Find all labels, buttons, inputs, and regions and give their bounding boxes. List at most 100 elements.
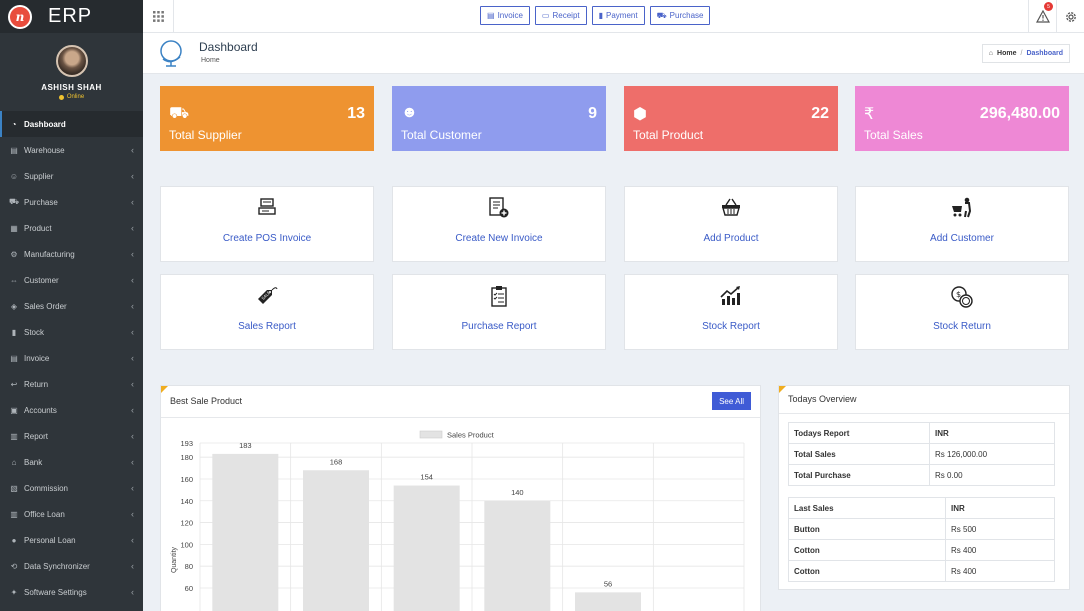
user-icon: ☺	[9, 171, 19, 181]
stat-label: Total Sales	[864, 128, 923, 142]
sidebar-item-return[interactable]: ↩ Return ‹	[0, 371, 143, 397]
table-row: Button Rs 500	[788, 518, 1055, 540]
stat-value: 296,480.00	[979, 105, 1060, 122]
sidebar-item-customer[interactable]: ⇔ Customer ‹	[0, 267, 143, 293]
stat-total-product[interactable]: ⬢ 22 Total Product	[624, 86, 838, 151]
todays-overview-title: Todays Overview	[788, 394, 857, 404]
sidebar-item-data-synchronizer[interactable]: ⟲ Data Synchronizer ‹	[0, 553, 143, 579]
sidebar-item-label: Customer	[24, 275, 59, 285]
y-tick-label: 100	[180, 540, 193, 549]
sidebar-item-warehouse[interactable]: ▤ Warehouse ‹	[0, 137, 143, 163]
payment-button[interactable]: ▮ Payment	[591, 6, 645, 25]
todays-report-table: Todays Report INR Total Sales Rs 126,000…	[788, 422, 1055, 486]
chevron-left-icon: ‹	[131, 535, 134, 545]
stat-total-supplier[interactable]: ⛟ 13 Total Supplier	[160, 86, 374, 151]
chevron-left-icon: ‹	[131, 379, 134, 389]
bar	[212, 453, 279, 611]
sidebar-item-report[interactable]: ▥ Report ‹	[0, 423, 143, 449]
status-dot-icon	[58, 94, 64, 100]
button-label: Purchase	[669, 11, 704, 20]
add-customer-card[interactable]: Add Customer	[855, 186, 1069, 262]
bank-icon: ⌂	[11, 457, 17, 467]
bar-data-label: 56	[604, 579, 612, 588]
users-icon: ☻	[401, 104, 418, 121]
sidebar-item-commission[interactable]: ▧ Commission ‹	[0, 475, 143, 501]
y-tick-label: 160	[180, 475, 193, 484]
page-subtitle: Home	[201, 57, 220, 64]
create-new-invoice-card[interactable]: Create New Invoice	[392, 186, 606, 262]
sidebar-item-manufacturing[interactable]: ⚙ Manufacturing ‹	[0, 241, 143, 267]
sidebar-item-personal-loan[interactable]: ● Personal Loan ‹	[0, 527, 143, 553]
purchase-button[interactable]: ⛟ Purchase	[649, 6, 711, 25]
sidebar-item-office-loan[interactable]: ▥ Office Loan ‹	[0, 501, 143, 527]
breadcrumb: ⌂ Home / Dashboard	[981, 44, 1070, 63]
sidebar-item-invoice[interactable]: ▤ Invoice ‹	[0, 345, 143, 371]
warehouse-icon: ▤	[10, 145, 18, 155]
sidebar-item-label: Manufacturing	[24, 249, 75, 259]
sidebar-item-supplier[interactable]: ☺ Supplier ‹	[0, 163, 143, 189]
stock-return-card[interactable]: $ Stock Return	[855, 274, 1069, 350]
sidebar-item-dashboard[interactable]: ◔ Dashboard	[0, 111, 143, 137]
table-header-cell: INR	[945, 497, 1055, 519]
svg-text:SALE: SALE	[260, 290, 271, 301]
user-status-label: Online	[66, 94, 85, 100]
sidebar-item-accounts[interactable]: ▣ Accounts ‹	[0, 397, 143, 423]
brand[interactable]: n ERP	[0, 0, 143, 33]
chevron-left-icon: ‹	[131, 457, 134, 467]
card-label: Add Customer	[930, 233, 994, 244]
see-all-button[interactable]: See All	[712, 392, 751, 410]
table-cell: Rs 400	[945, 560, 1055, 582]
box-icon: ⬢	[633, 106, 647, 123]
gear-icon	[1065, 11, 1076, 22]
sidebar-item-label: Report	[24, 431, 49, 441]
table-cell: Total Sales	[788, 443, 930, 465]
home-icon: ⌂	[988, 50, 994, 57]
bar-data-label: 140	[511, 488, 524, 497]
receipt-button[interactable]: ▭ Receipt	[534, 6, 587, 25]
sidebar-item-label: Supplier	[24, 171, 54, 181]
sidebar-item-label: Return	[24, 379, 49, 389]
settings-button[interactable]	[1056, 0, 1084, 33]
sidebar-item-purchase[interactable]: ⛟ Purchase ‹	[0, 189, 143, 215]
sidebar-item-label: Product	[24, 223, 52, 233]
stat-total-sales[interactable]: ₹296,480.00 Total Sales	[855, 86, 1069, 151]
table-cell: Cotton	[788, 560, 946, 582]
sidebar-item-stock[interactable]: ▮ Stock ‹	[0, 319, 143, 345]
product-icon: ▦	[10, 223, 18, 233]
legend-label: Sales Product	[447, 431, 495, 440]
invoice-icon: ▤	[10, 353, 18, 363]
stock-report-card[interactable]: Stock Report	[624, 274, 838, 350]
sidebar-item-bank[interactable]: ⌂ Bank ‹	[0, 449, 143, 475]
sidebar-item-label: Bank	[24, 457, 43, 467]
sidebar-item-sales-order[interactable]: ◈ Sales Order ‹	[0, 293, 143, 319]
apps-grid-button[interactable]	[143, 0, 174, 33]
sidebar-item-label: Accounts	[24, 405, 57, 415]
chevron-left-icon: ‹	[131, 509, 134, 519]
sales-report-card[interactable]: SALE Sales Report	[160, 274, 374, 350]
breadcrumb-home[interactable]: Home	[997, 50, 1017, 57]
table-cell: Rs 500	[945, 518, 1055, 540]
chevron-left-icon: ‹	[131, 171, 134, 181]
table-cell: Rs 0.00	[929, 464, 1055, 486]
card-label: Sales Report	[238, 321, 296, 332]
stat-value: 22	[811, 105, 829, 122]
return-icon: ↩	[10, 379, 18, 389]
avatar[interactable]	[55, 45, 88, 77]
sync-icon: ⟲	[10, 561, 18, 571]
invoice-button[interactable]: ▤ Invoice	[480, 6, 530, 25]
stat-label: Total Customer	[401, 128, 482, 142]
dashboard-icon: ◔	[11, 119, 17, 129]
table-row: Total Sales Rs 126,000.00	[788, 443, 1055, 465]
table-cell: Cotton	[788, 539, 946, 561]
sidebar-item-software-settings[interactable]: ✦ Software Settings ‹	[0, 579, 143, 605]
legend-swatch	[419, 430, 443, 439]
stat-total-customer[interactable]: ☻ 9 Total Customer	[392, 86, 606, 151]
create-pos-invoice-card[interactable]: Create POS Invoice	[160, 186, 374, 262]
chevron-left-icon: ‹	[131, 483, 134, 493]
pos-icon	[161, 197, 373, 221]
purchase-report-card[interactable]: Purchase Report	[392, 274, 606, 350]
bar-chart-icon: ▮	[11, 327, 17, 337]
add-product-card[interactable]: Add Product	[624, 186, 838, 262]
notifications-button[interactable]: 5	[1028, 0, 1056, 33]
sidebar-item-product[interactable]: ▦ Product ‹	[0, 215, 143, 241]
